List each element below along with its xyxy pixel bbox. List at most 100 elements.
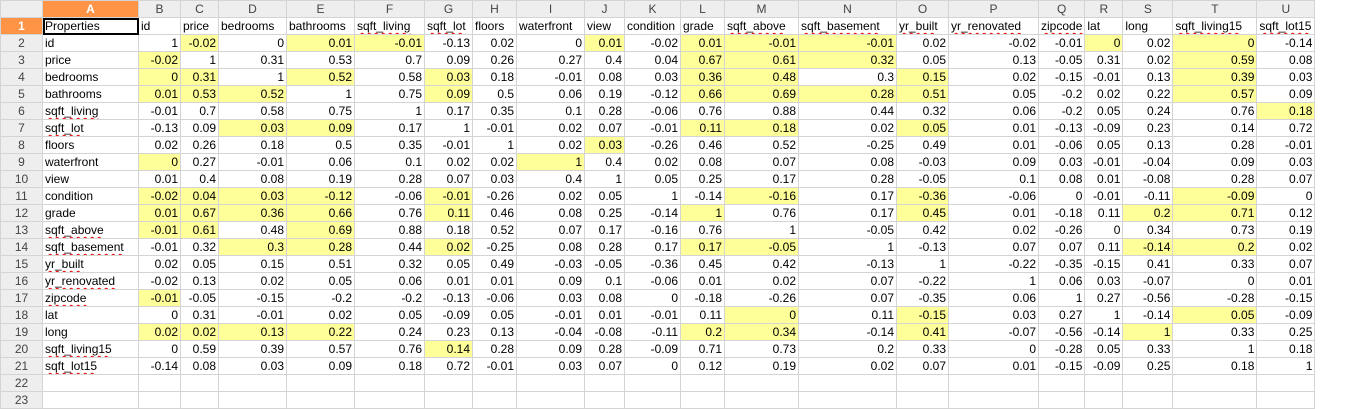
cell-d23[interactable] — [218, 391, 287, 409]
cell-u20[interactable]: 0.18 — [1256, 340, 1316, 358]
cell-h11[interactable]: -0.26 — [472, 187, 517, 205]
cell-r21[interactable]: -0.09 — [1084, 357, 1124, 375]
column-header-h[interactable]: H — [472, 0, 517, 18]
cell-h16[interactable]: 0.01 — [472, 272, 517, 290]
cell-n9[interactable]: 0.08 — [798, 153, 897, 171]
cell-t6[interactable]: 0.76 — [1172, 102, 1258, 120]
cell-b20[interactable]: 0 — [138, 340, 181, 358]
cell-u18[interactable]: -0.09 — [1256, 306, 1316, 324]
cell-c7[interactable]: 0.09 — [180, 119, 219, 137]
cell-r18[interactable]: 1 — [1084, 306, 1124, 324]
cell-a21[interactable]: sqft_lot15 — [42, 357, 139, 375]
cell-p17[interactable]: 0.06 — [948, 289, 1039, 307]
cell-s20[interactable]: 0.33 — [1122, 340, 1174, 358]
row-header-15[interactable]: 15 — [0, 255, 43, 273]
cell-k3[interactable]: 0.04 — [624, 51, 681, 69]
cell-d15[interactable]: 0.15 — [218, 255, 287, 273]
cell-l10[interactable]: 0.25 — [680, 170, 725, 188]
cell-j22[interactable] — [584, 374, 625, 392]
cell-a6[interactable]: sqft_living — [42, 102, 139, 120]
cell-s4[interactable]: 0.13 — [1122, 68, 1174, 86]
cell-m1[interactable]: sqft_above — [724, 17, 799, 35]
cell-i5[interactable]: 0.06 — [516, 85, 585, 103]
cell-l2[interactable]: 0.01 — [680, 34, 725, 52]
cell-c23[interactable] — [180, 391, 219, 409]
cell-m6[interactable]: 0.88 — [724, 102, 799, 120]
cell-j12[interactable]: 0.25 — [584, 204, 625, 222]
cell-t5[interactable]: 0.57 — [1172, 85, 1258, 103]
cell-f11[interactable]: -0.06 — [354, 187, 425, 205]
cell-u6[interactable]: 0.18 — [1256, 102, 1316, 120]
cell-r4[interactable]: -0.01 — [1084, 68, 1124, 86]
cell-f18[interactable]: 0.05 — [354, 306, 425, 324]
cell-q2[interactable]: -0.01 — [1037, 34, 1086, 52]
cell-s1[interactable]: long — [1122, 17, 1174, 35]
cell-n15[interactable]: -0.13 — [798, 255, 897, 273]
column-header-j[interactable]: J — [584, 0, 625, 18]
cell-u19[interactable]: 0.25 — [1256, 323, 1316, 341]
column-header-q[interactable]: Q — [1037, 0, 1086, 18]
cell-i20[interactable]: 0.09 — [516, 340, 585, 358]
cell-e15[interactable]: 0.51 — [286, 255, 355, 273]
cell-p18[interactable]: 0.03 — [948, 306, 1039, 324]
cell-g23[interactable] — [424, 391, 473, 409]
cell-i14[interactable]: 0.08 — [516, 238, 585, 256]
cell-u17[interactable]: -0.15 — [1256, 289, 1316, 307]
cell-o7[interactable]: 0.05 — [896, 119, 949, 137]
cell-u7[interactable]: 0.72 — [1256, 119, 1316, 137]
row-header-1[interactable]: 1 — [0, 17, 43, 35]
cell-t4[interactable]: 0.39 — [1172, 68, 1258, 86]
cell-a2[interactable]: id — [42, 34, 139, 52]
cell-n3[interactable]: 0.32 — [798, 51, 897, 69]
cell-d17[interactable]: -0.15 — [218, 289, 287, 307]
cell-q11[interactable]: 0 — [1037, 187, 1086, 205]
cell-k1[interactable]: condition — [624, 17, 681, 35]
cell-g2[interactable]: -0.13 — [424, 34, 473, 52]
cell-g19[interactable]: 0.23 — [424, 323, 473, 341]
cell-c8[interactable]: 0.26 — [180, 136, 219, 154]
cell-q22[interactable] — [1037, 374, 1086, 392]
cell-f15[interactable]: 0.32 — [354, 255, 425, 273]
cell-d11[interactable]: 0.03 — [218, 187, 287, 205]
cell-b14[interactable]: -0.01 — [138, 238, 181, 256]
cell-e6[interactable]: 0.75 — [286, 102, 355, 120]
cell-m17[interactable]: -0.26 — [724, 289, 799, 307]
cell-t3[interactable]: 0.59 — [1172, 51, 1258, 69]
cell-i6[interactable]: 0.1 — [516, 102, 585, 120]
cell-k14[interactable]: 0.17 — [624, 238, 681, 256]
cell-n10[interactable]: 0.28 — [798, 170, 897, 188]
cell-m10[interactable]: 0.17 — [724, 170, 799, 188]
cell-m15[interactable]: 0.42 — [724, 255, 799, 273]
cell-s18[interactable]: -0.14 — [1122, 306, 1174, 324]
cell-h17[interactable]: -0.06 — [472, 289, 517, 307]
cell-s17[interactable]: -0.56 — [1122, 289, 1174, 307]
cell-b13[interactable]: -0.01 — [138, 221, 181, 239]
select-all-corner[interactable] — [0, 0, 43, 18]
cell-q1[interactable]: zipcode — [1037, 17, 1086, 35]
cell-c22[interactable] — [180, 374, 219, 392]
cell-e8[interactable]: 0.5 — [286, 136, 355, 154]
cell-j20[interactable]: 0.28 — [584, 340, 625, 358]
cell-n22[interactable] — [798, 374, 897, 392]
cell-a5[interactable]: bathrooms — [42, 85, 139, 103]
cell-j9[interactable]: 0.4 — [584, 153, 625, 171]
column-header-f[interactable]: F — [354, 0, 425, 18]
cell-b17[interactable]: -0.01 — [138, 289, 181, 307]
cell-r23[interactable] — [1084, 391, 1124, 409]
cell-a8[interactable]: floors — [42, 136, 139, 154]
cell-j10[interactable]: 1 — [584, 170, 625, 188]
cell-b23[interactable] — [138, 391, 181, 409]
cell-m9[interactable]: 0.07 — [724, 153, 799, 171]
row-header-9[interactable]: 9 — [0, 153, 43, 171]
cell-e13[interactable]: 0.69 — [286, 221, 355, 239]
cell-k5[interactable]: -0.12 — [624, 85, 681, 103]
cell-e7[interactable]: 0.09 — [286, 119, 355, 137]
cell-t18[interactable]: 0.05 — [1172, 306, 1258, 324]
cell-a11[interactable]: condition — [42, 187, 139, 205]
cell-i17[interactable]: 0.03 — [516, 289, 585, 307]
cell-f10[interactable]: 0.28 — [354, 170, 425, 188]
cell-e23[interactable] — [286, 391, 355, 409]
cell-t2[interactable]: 0 — [1172, 34, 1258, 52]
cell-t11[interactable]: -0.09 — [1172, 187, 1258, 205]
cell-o4[interactable]: 0.15 — [896, 68, 949, 86]
